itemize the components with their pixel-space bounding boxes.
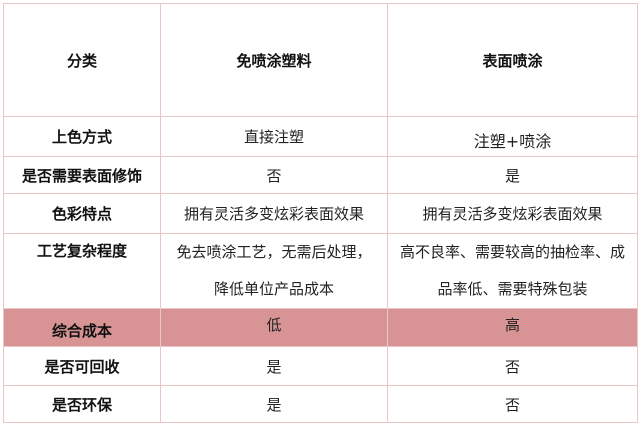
header-surface-spraying: 表面喷涂 xyxy=(387,3,638,117)
cell-spraying: 高不良率、需要较高的抽检率、成品率低、需要特殊包装 xyxy=(387,233,638,309)
row-label: 综合成本 xyxy=(3,308,161,347)
cell-spraying: 否 xyxy=(387,385,638,423)
cell-spraying: 是 xyxy=(387,156,638,194)
row-label: 是否环保 xyxy=(3,385,161,423)
table-row-highlighted: 综合成本 低 高 xyxy=(3,308,638,347)
cell-spray-free: 免去喷涂工艺，无需后处理，降低单位产品成本 xyxy=(160,233,388,309)
table-row: 上色方式 直接注塑 注塑+喷涂 xyxy=(3,116,638,157)
table-row: 是否可回收 是 否 xyxy=(3,346,638,386)
row-label: 色彩特点 xyxy=(3,193,161,234)
row-label: 工艺复杂程度 xyxy=(3,233,161,309)
cell-spray-free: 拥有灵活多变炫彩表面效果 xyxy=(160,193,388,234)
cell-spraying: 拥有灵活多变炫彩表面效果 xyxy=(387,193,638,234)
cell-spraying: 否 xyxy=(387,346,638,386)
row-label: 上色方式 xyxy=(3,116,161,157)
row-label: 是否需要表面修饰 xyxy=(3,156,161,194)
header-spray-free-plastic: 免喷涂塑料 xyxy=(160,3,388,117)
cell-spraying: 高 xyxy=(387,308,638,347)
cell-spray-free: 低 xyxy=(160,308,388,347)
table-row: 是否需要表面修饰 否 是 xyxy=(3,156,638,194)
cell-spray-free: 直接注塑 xyxy=(160,116,388,157)
table-row: 是否环保 是 否 xyxy=(3,385,638,423)
cell-spray-free: 否 xyxy=(160,156,388,194)
comparison-table: 分类 免喷涂塑料 表面喷涂 上色方式 直接注塑 注塑+喷涂 是否需要表面修饰 否… xyxy=(3,3,638,423)
cell-spraying: 注塑+喷涂 xyxy=(387,116,638,157)
table-row: 色彩特点 拥有灵活多变炫彩表面效果 拥有灵活多变炫彩表面效果 xyxy=(3,193,638,234)
header-row: 分类 免喷涂塑料 表面喷涂 xyxy=(3,3,638,117)
cell-spray-free: 是 xyxy=(160,346,388,386)
cell-spray-free: 是 xyxy=(160,385,388,423)
table-row: 工艺复杂程度 免去喷涂工艺，无需后处理，降低单位产品成本 高不良率、需要较高的抽… xyxy=(3,233,638,309)
row-label: 是否可回收 xyxy=(3,346,161,386)
header-category: 分类 xyxy=(3,3,161,117)
